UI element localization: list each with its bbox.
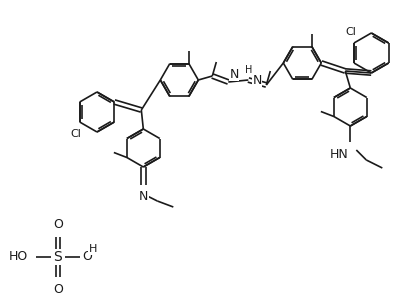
Text: HN: HN bbox=[330, 148, 348, 161]
Text: H: H bbox=[244, 65, 252, 75]
Text: N: N bbox=[252, 74, 262, 87]
Text: HO: HO bbox=[9, 250, 28, 264]
Text: O: O bbox=[53, 283, 63, 296]
Text: S: S bbox=[54, 250, 62, 264]
Text: O: O bbox=[53, 218, 63, 231]
Text: O: O bbox=[82, 250, 92, 264]
Text: Cl: Cl bbox=[346, 27, 356, 37]
Text: N: N bbox=[139, 190, 148, 203]
Text: N: N bbox=[229, 67, 239, 81]
Text: Cl: Cl bbox=[70, 129, 81, 139]
Text: H: H bbox=[89, 244, 97, 254]
